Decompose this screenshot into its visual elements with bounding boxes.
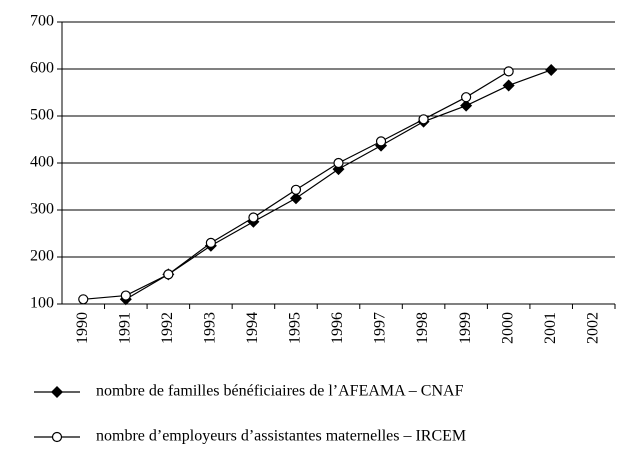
- x-tick-label: 1993: [202, 312, 219, 344]
- point: [333, 157, 344, 169]
- x-tick-label: 1997: [372, 312, 389, 344]
- y-tick-label: 200: [30, 248, 54, 265]
- point: [248, 212, 259, 223]
- point: [418, 114, 429, 125]
- series-line: [125, 69, 552, 300]
- point: [375, 136, 387, 147]
- legend-marker: [51, 386, 63, 398]
- y-tick-label: 600: [30, 60, 54, 77]
- point: [205, 237, 216, 248]
- x-tick-label: 2000: [499, 312, 516, 344]
- y-tick-label: 700: [30, 13, 54, 30]
- x-tick-label: 1991: [116, 312, 133, 344]
- point: [503, 66, 514, 77]
- y-tick-label: 400: [30, 154, 54, 171]
- point: [78, 294, 89, 305]
- legend-marker: [51, 431, 63, 443]
- point: [289, 192, 302, 205]
- point: [290, 184, 302, 195]
- y-tick-label: 300: [30, 201, 54, 218]
- legend-label: nombre d’employeurs d’assistantes matern…: [96, 428, 466, 445]
- x-tick-label: 1999: [457, 312, 474, 344]
- point: [502, 79, 515, 92]
- x-tick-label: 1992: [159, 312, 176, 344]
- x-tick-label: 2001: [542, 312, 559, 344]
- y-tick-label: 100: [30, 295, 54, 312]
- x-tick-label: 1994: [244, 312, 261, 344]
- x-tick-label: 1998: [414, 312, 431, 344]
- x-tick-label: 1990: [74, 312, 91, 344]
- point: [120, 290, 131, 301]
- legend-label: nombre de familles bénéficiaires de l’AF…: [96, 383, 464, 400]
- point: [460, 99, 473, 112]
- x-tick-label: 1996: [329, 312, 346, 344]
- point: [461, 92, 472, 103]
- x-tick-label: 2002: [584, 312, 601, 344]
- point: [545, 63, 558, 76]
- point: [163, 269, 174, 280]
- x-tick-label: 1995: [287, 312, 304, 344]
- y-tick-label: 500: [30, 107, 54, 124]
